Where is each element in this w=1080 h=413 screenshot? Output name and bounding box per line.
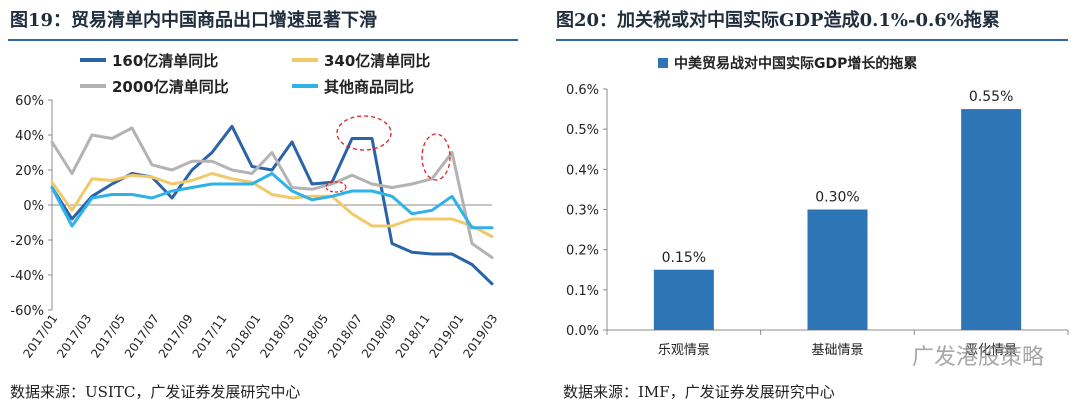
category-label: 基础情景 bbox=[811, 343, 863, 358]
left-chart-title: 图19：贸易清单内中国商品出口增速显著下滑 bbox=[10, 10, 378, 31]
y-tick-label: 0.2% bbox=[566, 244, 599, 259]
right-source-note: 数据来源：IMF，广发证券发展研究中心 bbox=[563, 383, 835, 401]
bar bbox=[653, 269, 714, 330]
y-tick-label: 60% bbox=[15, 94, 44, 109]
y-tick-label: 0.0% bbox=[566, 324, 599, 339]
y-tick-label: 0.6% bbox=[566, 83, 599, 98]
left-title-rule bbox=[8, 39, 518, 41]
y-tick-label: 0.5% bbox=[566, 123, 599, 138]
bar-chart-title: 中美贸易战对中国实际GDP增长的拖累 bbox=[674, 55, 917, 72]
right-chart-title: 图20：加关税或对中国实际GDP造成0.1%-0.6%拖累 bbox=[556, 10, 1000, 31]
bar bbox=[807, 209, 868, 330]
y-tick-label: -60% bbox=[10, 304, 44, 319]
gdp-drag-bar-chart: 中美贸易战对中国实际GDP增长的拖累 0.0% 0.1% 0.2% 0.3% 0.4% 0.… bbox=[566, 55, 1069, 358]
legend-label: 160亿清单同比 bbox=[112, 52, 218, 70]
x-tick-label: 2019/03 bbox=[460, 312, 500, 361]
y-tick-label: 20% bbox=[15, 164, 44, 179]
legend-label: 2000亿清单同比 bbox=[112, 78, 229, 96]
y-tick-label: 40% bbox=[15, 129, 44, 144]
y-tick-label: 0.4% bbox=[566, 163, 599, 178]
left-source-note: 数据来源：USITC，广发证券发展研究中心 bbox=[10, 383, 301, 401]
legend-label: 340亿清单同比 bbox=[324, 52, 430, 70]
category-label: 恶化情景 bbox=[965, 343, 1017, 358]
bar-value-label: 0.15% bbox=[662, 250, 706, 266]
legend-label: 其他商品同比 bbox=[324, 78, 414, 96]
bar-value-label: 0.55% bbox=[969, 89, 1013, 105]
y-tick-label: 0.1% bbox=[566, 284, 599, 299]
y-tick-label: -40% bbox=[10, 269, 44, 284]
bar bbox=[961, 109, 1022, 330]
category-label: 乐观情景 bbox=[658, 343, 710, 358]
watermark-text: 广发港股策略 bbox=[911, 345, 1044, 370]
highlight-ellipse bbox=[325, 181, 347, 193]
bar-value-label: 0.30% bbox=[815, 190, 859, 206]
y-tick-label: 0% bbox=[23, 199, 44, 214]
title-marker bbox=[658, 58, 668, 68]
highlight-ellipse bbox=[421, 133, 451, 181]
y-tick-label: 0.3% bbox=[566, 204, 599, 219]
series-line bbox=[50, 126, 494, 259]
right-title-rule bbox=[556, 39, 1068, 41]
series-line bbox=[50, 172, 494, 230]
y-tick-label: -20% bbox=[10, 234, 44, 249]
export-growth-line-chart: -60%-40%-20%0%20%40%60%2017/012017/03201… bbox=[10, 52, 500, 361]
series-line bbox=[50, 172, 494, 238]
highlight-ellipse bbox=[336, 115, 392, 151]
